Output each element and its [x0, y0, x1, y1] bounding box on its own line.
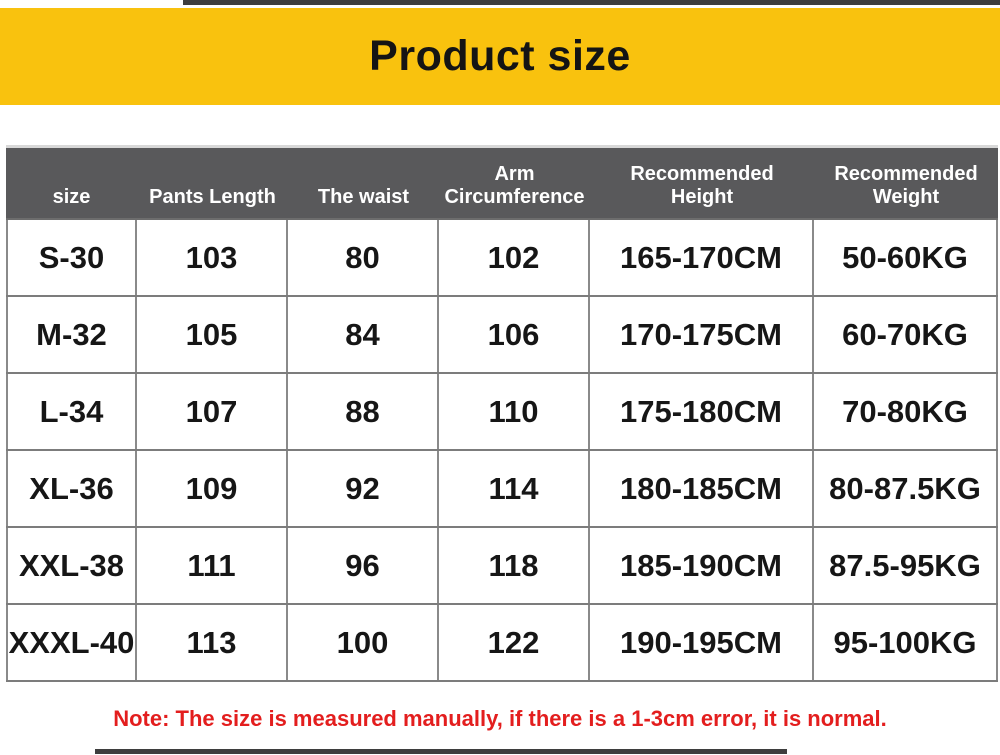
cell-size: S-30 [6, 220, 137, 295]
cell-pants-length: 107 [137, 374, 288, 449]
column-header-recommended-weight: Recommended Weight [834, 163, 978, 208]
table-body: S-30 103 80 102 165-170CM 50-60KG M-32 1… [6, 218, 998, 682]
cell-arm: 102 [439, 220, 590, 295]
cell-weight: 60-70KG [814, 297, 998, 372]
cell-pants-length: 105 [137, 297, 288, 372]
cell-height: 175-180CM [590, 374, 814, 449]
column-header-waist: The waist [317, 186, 410, 208]
note-text: Note: The size is measured manually, if … [113, 706, 887, 731]
table-row: XXL-38 111 96 118 185-190CM 87.5-95KG [6, 528, 998, 605]
cell-weight: 95-100KG [814, 605, 998, 680]
cell-arm: 114 [439, 451, 590, 526]
cell-height: 165-170CM [590, 220, 814, 295]
cell-size: M-32 [6, 297, 137, 372]
cell-height: 185-190CM [590, 528, 814, 603]
cell-waist: 96 [288, 528, 439, 603]
cell-weight: 80-87.5KG [814, 451, 998, 526]
cell-size: L-34 [6, 374, 137, 449]
cell-arm: 106 [439, 297, 590, 372]
column-header-size: size [52, 186, 91, 208]
cell-waist: 88 [288, 374, 439, 449]
table-row: M-32 105 84 106 170-175CM 60-70KG [6, 297, 998, 374]
cell-waist: 80 [288, 220, 439, 295]
cell-size: XL-36 [6, 451, 137, 526]
title-banner: Product size [0, 8, 1000, 105]
cell-pants-length: 111 [137, 528, 288, 603]
cell-pants-length: 113 [137, 605, 288, 680]
table-row: S-30 103 80 102 165-170CM 50-60KG [6, 220, 998, 297]
table-row: XXXL-40 113 100 122 190-195CM 95-100KG [6, 605, 998, 682]
column-header-recommended-height: Recommended Height [630, 163, 774, 208]
cell-size: XXXL-40 [6, 605, 137, 680]
cell-pants-length: 103 [137, 220, 288, 295]
top-crop-edge [183, 0, 1000, 5]
cell-height: 190-195CM [590, 605, 814, 680]
cell-pants-length: 109 [137, 451, 288, 526]
column-header-arm-circumference: Arm Circumference [444, 163, 585, 208]
cell-height: 170-175CM [590, 297, 814, 372]
bottom-crop-edge [95, 749, 787, 754]
cell-waist: 92 [288, 451, 439, 526]
cell-arm: 122 [439, 605, 590, 680]
cell-weight: 87.5-95KG [814, 528, 998, 603]
size-table: size Pants Length The waist Arm Circumfe… [6, 145, 998, 682]
cell-waist: 84 [288, 297, 439, 372]
page-title: Product size [369, 32, 631, 80]
cell-size: XXL-38 [6, 528, 137, 603]
cell-weight: 70-80KG [814, 374, 998, 449]
column-header-pants-length: Pants Length [149, 186, 276, 208]
cell-weight: 50-60KG [814, 220, 998, 295]
table-row: XL-36 109 92 114 180-185CM 80-87.5KG [6, 451, 998, 528]
table-header-row: size Pants Length The waist Arm Circumfe… [6, 145, 998, 218]
cell-waist: 100 [288, 605, 439, 680]
cell-height: 180-185CM [590, 451, 814, 526]
cell-arm: 110 [439, 374, 590, 449]
table-row: L-34 107 88 110 175-180CM 70-80KG [6, 374, 998, 451]
cell-arm: 118 [439, 528, 590, 603]
